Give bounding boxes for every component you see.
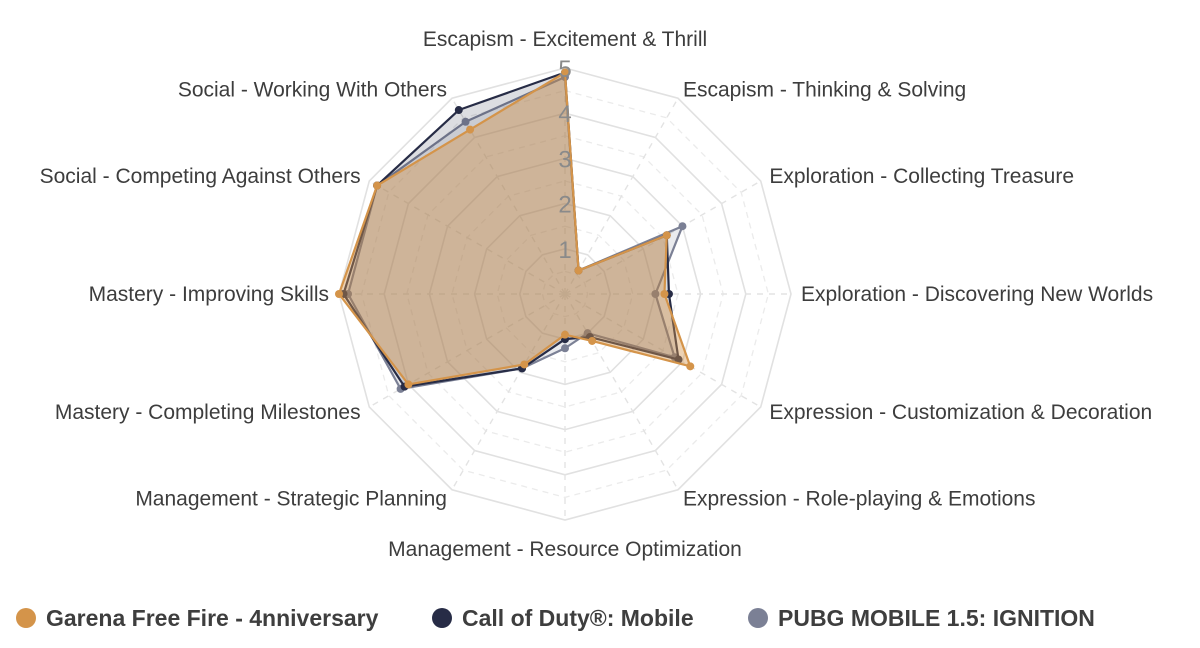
r-tick-label: 4 [558,101,571,128]
r-tick-label: 2 [558,192,571,219]
axis-label: Social - Working With Others [178,79,447,102]
series-point [454,106,463,115]
axis-label: Escapism - Excitement & Thrill [423,28,707,51]
legend-label-pubg-mobile: PUBG MOBILE 1.5: IGNITION [778,604,1095,631]
legend-swatch-free-fire [16,608,36,628]
series-point [674,355,683,364]
r-tick-label: 3 [558,146,571,173]
grid-spoke [368,293,566,408]
radar-axis-labels: 1 2 3 4 5 Escapism - Excitement & Thrill Escap… [40,28,1153,561]
series-point [520,360,529,369]
grid-spoke [564,293,762,408]
axis-label: Escapism - Thinking & Solving [683,79,966,102]
series-point [561,68,569,77]
axis-label: Mastery - Completing Milestones [55,401,361,424]
radar-grid [338,67,792,521]
series-point [461,117,470,126]
series-point [574,266,583,275]
r-tick-label: 5 [558,56,571,83]
series-point [651,290,660,298]
axis-label: Expression - Customization & Decoration [769,401,1152,424]
series-point [335,290,343,298]
series-point [561,330,569,339]
chart-legend: Garena Free Fire - 4nniversary Call of D… [0,598,1200,638]
grid-ring [496,225,634,363]
legend-swatch-pubg-mobile [748,608,768,628]
radar-series [335,68,695,393]
series-point [466,125,475,134]
legend-item-free-fire[interactable]: Garena Free Fire - 4nniversary [16,598,378,638]
axis-label: Exploration - Collecting Treasure [769,165,1074,188]
legend-label-free-fire: Garena Free Fire - 4nniversary [46,604,379,631]
series-point [686,362,695,371]
series-point [588,336,597,345]
r-tick-label: 1 [558,237,571,264]
series-point [678,222,687,231]
legend-item-pubg-mobile[interactable]: PUBG MOBILE 1.5: IGNITION [748,598,1095,638]
series-point [404,380,413,389]
series-point [373,181,382,190]
legend-swatch-cod-mobile [432,608,452,628]
series-point [660,290,669,298]
legend-item-cod-mobile[interactable]: Call of Duty®: Mobile [432,598,694,638]
series-point [561,344,569,353]
series-area [337,71,692,386]
axis-label: Expression - Role-playing & Emotions [683,487,1036,510]
grid-ring [360,89,770,499]
grid-ring [338,67,792,521]
axis-label: Management - Strategic Planning [135,487,447,510]
axis-label: Exploration - Discovering New Worlds [801,283,1153,306]
axis-label: Management - Resource Optimization [388,538,742,561]
series-point [662,231,671,240]
axis-label: Social - Competing Against Others [40,165,361,188]
legend-label-cod-mobile: Call of Duty®: Mobile [462,604,694,631]
grid-spoke [451,97,566,295]
grid-spoke [564,97,679,295]
grid-ring [541,270,589,318]
grid-ring [473,202,657,386]
grid-spoke [564,293,679,491]
axis-label: Mastery - Improving Skills [89,283,329,306]
grid-spoke [451,293,566,491]
grid-spoke [368,180,566,295]
